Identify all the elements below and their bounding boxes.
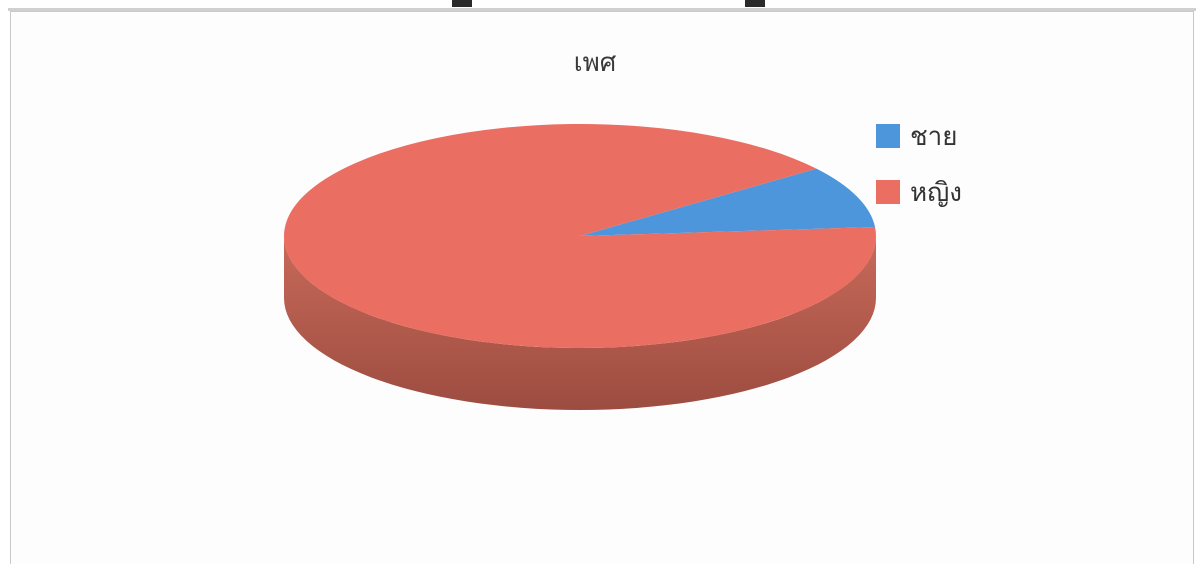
legend-swatch-male	[876, 124, 900, 148]
legend: ชาย หญิง	[876, 119, 962, 231]
legend-label-male: ชาย	[910, 121, 958, 152]
pie-slice-female	[284, 124, 877, 349]
pie-side-wall	[284, 236, 876, 410]
legend-item-female: หญิง	[876, 175, 962, 209]
pie-layer	[284, 124, 877, 410]
pie-slice-male	[580, 168, 876, 236]
scan-mark	[745, 0, 765, 7]
legend-swatch-female	[876, 180, 900, 204]
legend-label-female: หญิง	[910, 177, 962, 208]
scan-mark	[452, 0, 472, 7]
page-top-rule	[8, 8, 1196, 11]
chart-title: เพศ	[573, 48, 617, 78]
legend-item-male: ชาย	[876, 119, 962, 153]
